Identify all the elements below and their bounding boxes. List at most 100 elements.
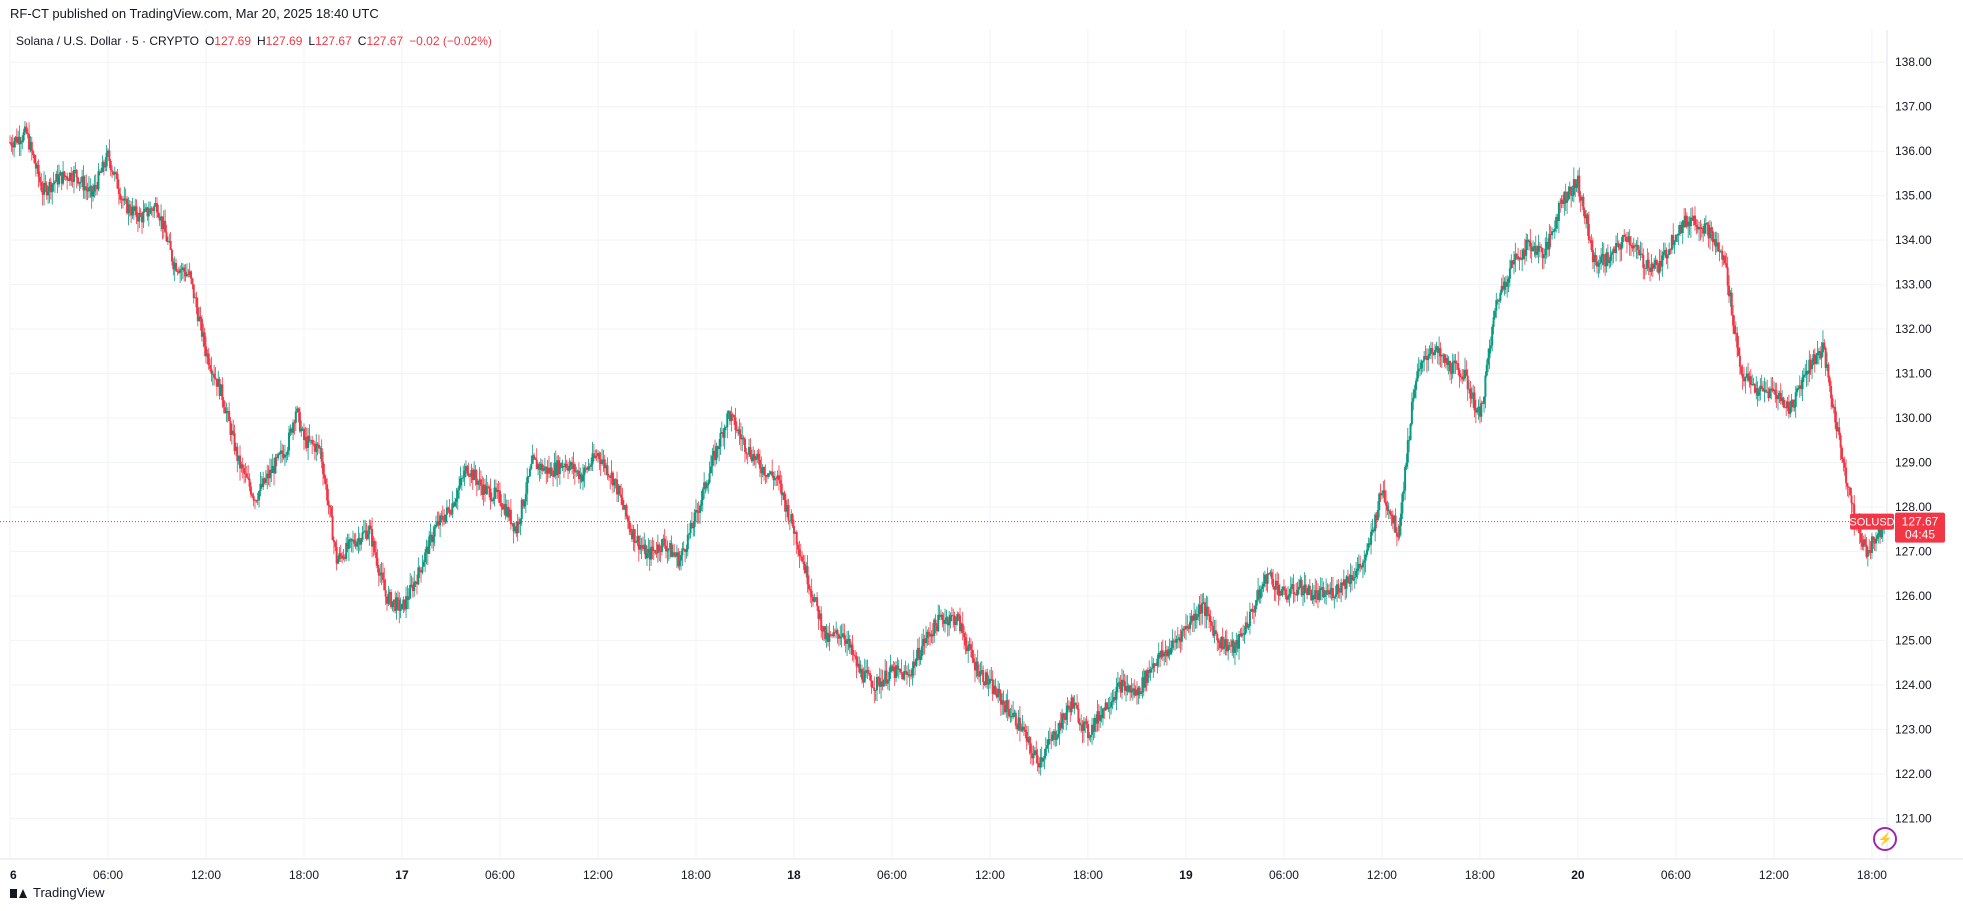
candle <box>1767 387 1770 402</box>
candle-body <box>1393 515 1396 524</box>
candle <box>249 482 252 498</box>
candle <box>151 206 154 218</box>
candle-body <box>739 434 742 440</box>
candle <box>1424 345 1427 360</box>
candle-body <box>1779 393 1782 402</box>
candle <box>1212 616 1215 639</box>
candle-body <box>1361 562 1364 568</box>
candle-body <box>120 198 123 200</box>
candle <box>669 540 672 559</box>
candle-body <box>660 539 663 552</box>
footer-brand[interactable]: TradingView <box>10 885 105 900</box>
ticker-badge-label: SOLUSD <box>1849 517 1894 529</box>
candle <box>681 542 684 567</box>
candle-body <box>1131 688 1134 691</box>
candle-body <box>277 453 280 459</box>
candle <box>530 455 533 471</box>
candle-body <box>1706 222 1709 225</box>
candle-body <box>368 525 371 535</box>
candle-body <box>10 142 13 146</box>
candle <box>666 540 669 564</box>
candle <box>414 580 417 588</box>
candle-body <box>745 451 748 454</box>
candle <box>605 463 608 476</box>
candle-body <box>784 500 787 512</box>
candle <box>1155 662 1158 667</box>
candle <box>14 135 17 148</box>
candle-body <box>41 190 44 195</box>
candle <box>1454 353 1457 374</box>
candle-body <box>173 262 176 270</box>
candle <box>1839 432 1842 461</box>
candle <box>1389 508 1392 519</box>
candle <box>1190 609 1193 625</box>
candle-body <box>444 514 447 522</box>
candle <box>1759 378 1762 401</box>
candle-body <box>381 572 384 581</box>
candle-body <box>726 413 729 427</box>
candle <box>165 224 168 243</box>
candle-body <box>1718 250 1721 252</box>
candle-body <box>459 478 462 486</box>
candle <box>376 548 379 573</box>
candle-body <box>1281 586 1284 596</box>
candle-body <box>1125 685 1128 691</box>
candle <box>1307 584 1310 596</box>
candle <box>643 532 646 555</box>
candle-body <box>511 523 514 525</box>
candle <box>591 441 594 471</box>
lightning-icon[interactable]: ⚡ <box>1873 827 1897 851</box>
candle <box>1763 377 1766 403</box>
candle-body <box>858 663 861 673</box>
candle <box>161 216 164 240</box>
candle <box>1280 589 1283 596</box>
candle-body <box>1465 369 1468 376</box>
candle <box>9 135 11 144</box>
candle <box>901 672 904 680</box>
price-chart[interactable]: 121.00122.00123.00124.00125.00126.00127.… <box>0 22 1963 882</box>
candle-body <box>915 658 918 666</box>
candle <box>1149 666 1152 681</box>
candle <box>1465 360 1468 377</box>
candle <box>104 157 107 172</box>
candle <box>176 269 179 276</box>
candle <box>1800 379 1803 397</box>
candle <box>832 625 835 638</box>
candle <box>1836 421 1839 432</box>
candle <box>903 665 906 681</box>
candle <box>1239 628 1242 637</box>
candle <box>196 297 199 327</box>
candle <box>1242 624 1245 642</box>
candle <box>1483 396 1486 413</box>
candle <box>1619 243 1622 262</box>
candle-body <box>198 316 201 322</box>
candle <box>674 551 677 558</box>
candle <box>786 499 789 518</box>
candle <box>1112 689 1115 705</box>
candle-body <box>288 432 291 451</box>
candle-body <box>737 429 740 431</box>
candle <box>1033 746 1036 756</box>
candle-body <box>1503 281 1506 290</box>
candle <box>1480 400 1483 423</box>
candle <box>19 136 22 157</box>
candle-body <box>1517 256 1520 260</box>
candle <box>1628 229 1631 256</box>
candle-body <box>1502 285 1505 290</box>
candle <box>953 611 956 632</box>
candle-body <box>601 461 604 465</box>
candle <box>1321 577 1324 601</box>
candle <box>262 471 265 491</box>
candle-body <box>513 526 516 532</box>
candle-body <box>1289 587 1292 595</box>
candle-body <box>380 572 383 575</box>
candle-body <box>786 505 789 512</box>
candle <box>1710 221 1713 241</box>
candle <box>931 622 934 645</box>
chart-area[interactable]: 121.00 122.00 123.00 124.00 125.00 126.00 127.… <box>0 22 1963 882</box>
candle <box>1506 275 1509 298</box>
candle-body <box>1363 560 1366 563</box>
candle <box>1232 638 1235 659</box>
candle <box>1141 670 1144 699</box>
candle-body <box>1665 249 1668 259</box>
